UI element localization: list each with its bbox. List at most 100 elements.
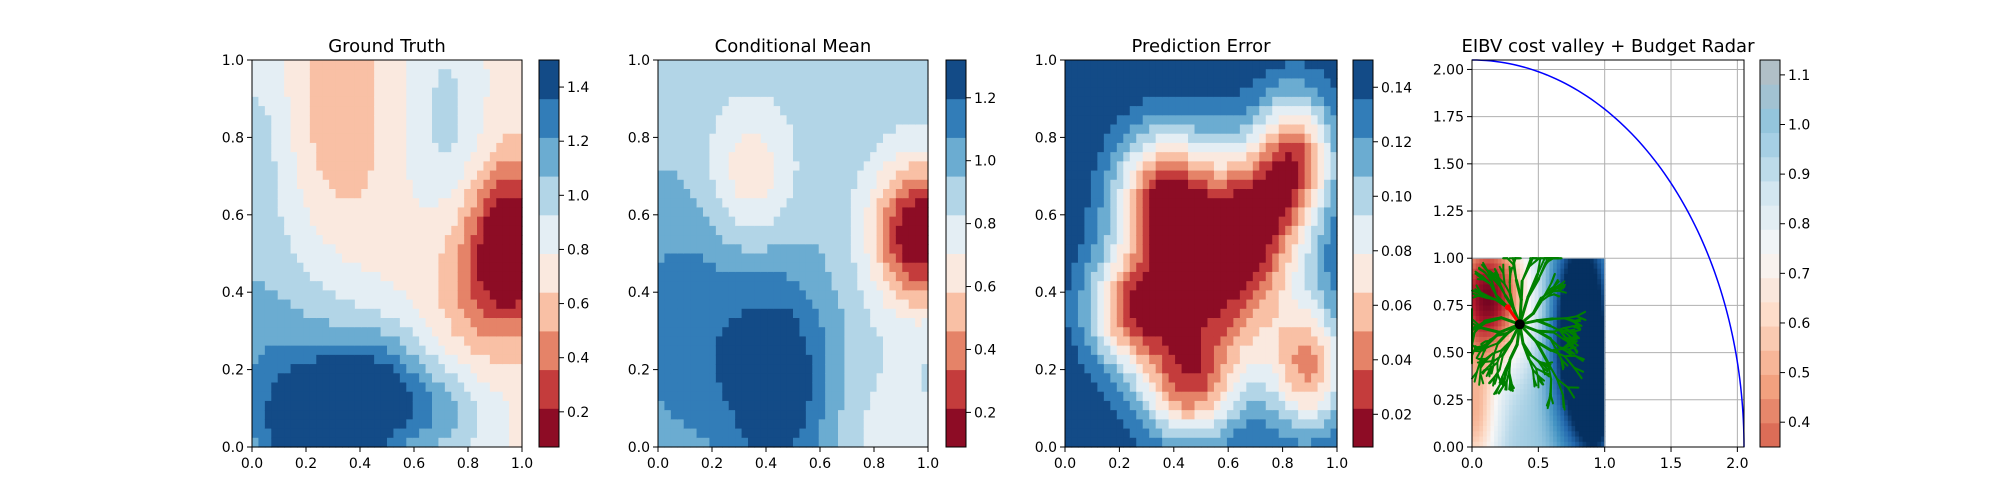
contour-cell (348, 115, 356, 126)
contour-cell (374, 345, 382, 356)
contour-cell (1123, 142, 1131, 153)
contour-cell (374, 382, 382, 393)
contour-cell (670, 281, 678, 291)
contour-cell (1110, 373, 1118, 384)
contour-cell (760, 60, 768, 70)
contour-cell (322, 216, 330, 227)
contour-cell (818, 96, 826, 107)
contour-cell (406, 345, 414, 356)
contour-cell (264, 225, 272, 236)
contour-cell (354, 115, 362, 126)
contour-cell (1207, 78, 1215, 89)
contour-cell (1110, 299, 1118, 310)
contour-cell (793, 161, 801, 172)
contour-cell (1090, 437, 1098, 448)
contour-cell (760, 124, 768, 135)
contour-cell (329, 106, 337, 116)
contour-cell (1259, 373, 1267, 384)
contour-cell (284, 400, 292, 411)
contour-cell (297, 419, 305, 430)
contour-cell (664, 115, 672, 126)
contour-cell (915, 96, 923, 107)
contour-cell (509, 152, 517, 162)
contour-cell (477, 410, 485, 420)
contour-cell (1097, 170, 1105, 181)
contour-cell (425, 87, 433, 98)
contour-cell (264, 419, 272, 430)
contour-cell (412, 106, 420, 116)
contour-cell (477, 161, 485, 172)
contour-cell (515, 115, 523, 126)
contour-cell (509, 106, 517, 116)
contour-cell (786, 253, 794, 264)
contour-cell (277, 179, 285, 190)
contour-cell (780, 419, 788, 430)
contour-cell (483, 152, 491, 162)
contour-cell (1259, 207, 1267, 218)
contour-cell (406, 124, 414, 135)
contour-cell (850, 354, 858, 365)
contour-cell (1077, 115, 1086, 126)
contour-cell (889, 428, 897, 439)
contour-cell (258, 124, 266, 135)
contour-cell (1213, 345, 1222, 356)
contour-cell (1136, 207, 1144, 218)
contour-cell (664, 152, 672, 162)
contour-cell (367, 336, 375, 347)
contour-cell (303, 391, 311, 402)
contour-cell (489, 235, 497, 245)
contour-cell (322, 382, 330, 393)
contour-cell (342, 216, 350, 227)
contour-cell (870, 235, 878, 245)
contour-cell (374, 87, 382, 98)
contour-cell (380, 373, 388, 384)
contour-cell (342, 281, 350, 291)
contour-cell (1077, 318, 1086, 328)
contour-cell (380, 428, 388, 439)
contour-cell (483, 382, 491, 393)
contour-cell (754, 281, 762, 291)
contour-cell (290, 419, 298, 430)
contour-cell (677, 244, 685, 255)
contour-cell (1175, 225, 1183, 236)
contour-cell (870, 152, 878, 162)
contour-cell (1110, 410, 1118, 420)
contour-cell (857, 410, 865, 420)
contour-cell (277, 345, 285, 356)
contour-cell (773, 96, 781, 107)
contour-cell (728, 271, 736, 282)
contour-cell (1110, 152, 1118, 162)
contour-cell (367, 115, 375, 126)
contour-cell (818, 170, 826, 181)
contour-cell (406, 207, 414, 218)
contour-cell (1065, 152, 1073, 162)
contour-cell (438, 198, 446, 209)
contour-cell (322, 115, 330, 126)
contour-cell (1129, 391, 1137, 402)
contour-cell (709, 391, 717, 402)
contour-cell (297, 115, 305, 126)
contour-cell (277, 290, 285, 301)
contour-cell (844, 179, 852, 190)
contour-cell (1175, 115, 1183, 126)
contour-cell (451, 115, 459, 126)
contour-cell (908, 345, 916, 356)
contour-cell (258, 428, 266, 439)
contour-cell (1239, 290, 1247, 301)
contour-cell (1188, 189, 1196, 199)
contour-cell (393, 410, 401, 420)
contour-cell (1129, 235, 1137, 245)
contour-cell (805, 106, 813, 116)
contour-cell (1220, 207, 1228, 218)
contour-cell (889, 345, 897, 356)
contour-cell (1123, 244, 1131, 255)
contour-cell (483, 419, 491, 430)
contour-cell (1123, 152, 1131, 162)
contour-cell (470, 419, 478, 430)
contour-cell (483, 364, 491, 374)
contour-cell (342, 336, 350, 347)
contour-cell (805, 69, 813, 80)
contour-cell (387, 345, 395, 356)
contour-cell (451, 124, 459, 135)
contour-cell (728, 87, 736, 98)
